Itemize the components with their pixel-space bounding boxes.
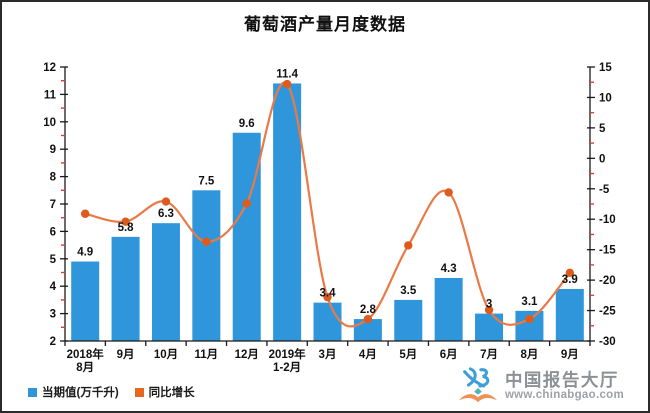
y-left-tick-label: 6 (50, 226, 56, 238)
bar-value-label: 6.3 (158, 208, 174, 220)
y-left-tick-label: 10 (43, 117, 56, 129)
bar-value-label: 2.8 (360, 304, 377, 316)
y-left-tick-label: 11 (44, 89, 57, 101)
y-left-tick-label: 3 (50, 309, 56, 321)
x-tick-label: 9月 (117, 348, 135, 361)
y-right-tick-label: 10 (599, 92, 612, 104)
line-marker (202, 237, 211, 246)
bar-value-label: 9.6 (239, 118, 255, 130)
legend-item-current-value: 当期值(万千升) (28, 384, 119, 400)
x-tick-label: 9月 (561, 348, 579, 361)
x-tick-label: 8月 (520, 348, 538, 361)
y-right-tick-label: 15 (599, 62, 612, 74)
x-tick-label: 5月 (399, 348, 417, 361)
legend-label-line: 同比增长 (148, 387, 195, 399)
line-marker (363, 314, 373, 324)
bar (232, 132, 261, 341)
y-left-tick-label: 4 (50, 281, 57, 293)
x-tick-label: 10月 (154, 348, 178, 361)
yoy-growth-line (84, 81, 571, 328)
x-tick-label: 12月 (235, 348, 259, 361)
bar-value-labels: 4.9 5.8 6.3 7.5 9.6 11.4 3.4 2.8 3.5 4.3 3 3.1 3.9 (77, 68, 578, 316)
x-tick-label: 2018年 8月 (67, 347, 105, 374)
x-tick-label: 11月 (195, 348, 219, 361)
x-tick-label: 7月 (480, 348, 498, 361)
bar (353, 319, 382, 341)
x-tick-label: 4月 (359, 348, 377, 361)
line-marker (484, 305, 494, 315)
line-marker (121, 217, 130, 226)
bar-value-label: 11.4 (276, 68, 298, 80)
y-left-tick-label: 12 (43, 62, 56, 74)
watermark-brand: 中国报告大厅 (504, 369, 619, 390)
bar-value-label: 7.5 (198, 175, 215, 187)
bar-series (71, 83, 584, 341)
y-right-tick-label: 0 (599, 153, 605, 165)
line-marker (282, 79, 292, 89)
x-tick-label: 2019年 1-2月 (269, 347, 307, 374)
line-series (80, 79, 575, 328)
y-left-tick-label: 7 (50, 199, 56, 211)
bar (555, 288, 584, 341)
bar (434, 277, 463, 341)
line-marker (525, 314, 534, 324)
bar-value-label: 4.3 (441, 263, 457, 275)
line-marker (404, 241, 413, 250)
chinabgao-logo-icon (458, 367, 497, 403)
bar (111, 236, 140, 341)
legend-swatch-line (134, 387, 144, 397)
y-left-tick-label: 9 (50, 144, 56, 156)
line-marker (161, 197, 171, 206)
watermark-text: 中国报告大厅 www.chinabgao.com (504, 369, 624, 402)
chart-title: 葡萄酒产量月度数据 (244, 15, 406, 34)
bar (192, 190, 221, 341)
line-marker (565, 268, 575, 278)
bar-value-label: 5.8 (118, 222, 135, 234)
y-right-tick-label: -30 (599, 336, 616, 348)
bar (71, 261, 100, 341)
line-marker (242, 199, 251, 208)
bar (475, 313, 504, 341)
axes: 2 3 4 5 6 7 8 9 10 11 12 -30 -25 -20 -15 -10 -5 0 5 10 15 201… (43, 62, 616, 374)
line-marker (444, 188, 453, 197)
bar-value-label: 3.5 (400, 285, 417, 297)
y-right-tick-label: -10 (599, 214, 616, 226)
y-right-tick-label: -15 (599, 245, 616, 257)
legend-swatch-bar (28, 387, 37, 397)
y-right-tick-label: 5 (599, 123, 606, 135)
line-marker (323, 292, 332, 302)
bar-value-label: 3 (486, 299, 492, 311)
y-right-tick-label: -5 (599, 184, 610, 196)
legend-label-bar: 当期值(万千升) (42, 387, 119, 399)
y-left-tick-label: 8 (50, 172, 57, 184)
watermark-url: www.chinabgao.com (504, 389, 624, 402)
bar (151, 223, 180, 341)
x-tick-label: 6月 (440, 348, 458, 361)
watermark: 中国报告大厅 www.chinabgao.com (457, 366, 624, 406)
bar-value-label: 4.9 (77, 247, 93, 259)
bar-value-label: 3.1 (521, 296, 538, 308)
y-left-tick-label: 2 (50, 336, 56, 348)
chart-legend: 当期值(万千升) 同比增长 (28, 384, 195, 400)
legend-item-yoy-growth: 同比增长 (134, 384, 195, 400)
bar (313, 302, 342, 341)
line-marker (80, 209, 90, 218)
y-right-tick-label: -25 (599, 306, 616, 318)
x-tick-label: 3月 (319, 348, 337, 361)
bar-value-label: 3.4 (320, 288, 337, 300)
y-right-tick-label: -20 (599, 275, 616, 287)
bar-value-label: 3.9 (562, 274, 578, 286)
bar (394, 299, 423, 341)
bar (273, 83, 302, 341)
y-left-tick-label: 5 (50, 254, 57, 266)
